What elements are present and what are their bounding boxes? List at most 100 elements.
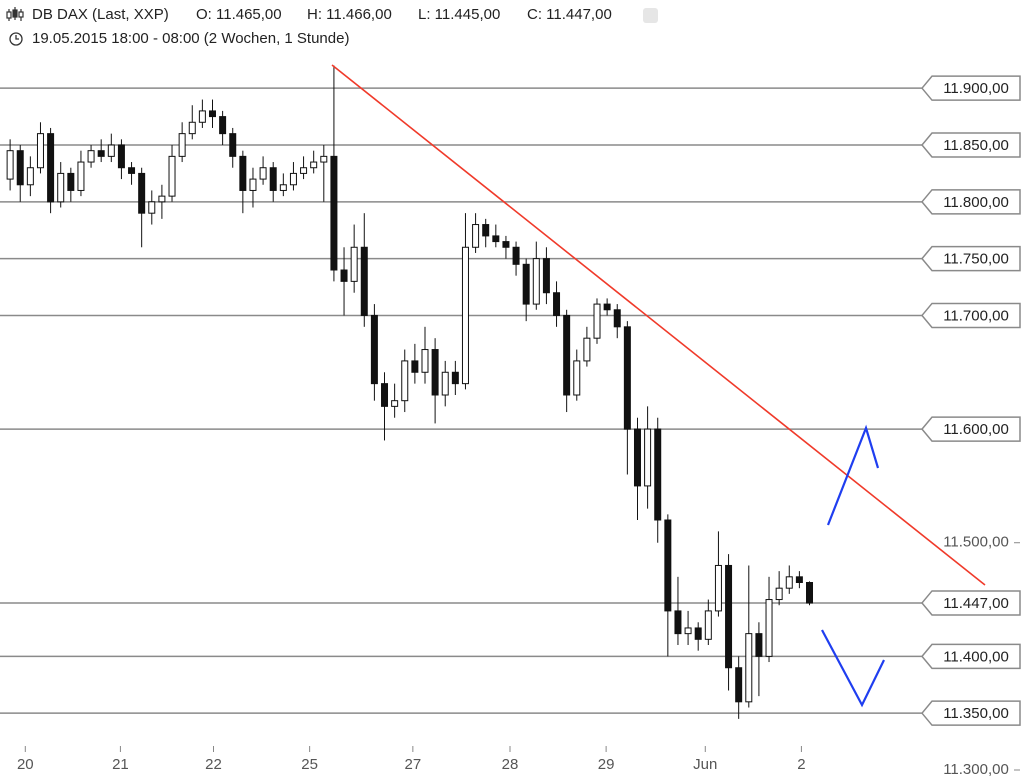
candle-body — [603, 303, 611, 311]
candle-body — [472, 224, 480, 248]
candle-body — [259, 167, 267, 180]
candle-body — [229, 133, 237, 157]
level-label: 11.800,00 — [943, 194, 1009, 211]
candle-body — [168, 155, 176, 197]
candle-body — [300, 167, 308, 174]
candle-body — [583, 337, 591, 362]
chart-title: DB DAX (Last, XXP) — [32, 6, 169, 23]
candle-body — [269, 167, 277, 191]
candle-body — [16, 150, 24, 186]
candle-body — [340, 269, 348, 282]
level-box — [921, 302, 1021, 329]
candle-body — [198, 110, 206, 123]
candle-body — [117, 144, 125, 169]
level-box — [921, 643, 1021, 670]
candle-body — [97, 150, 105, 157]
candle-body — [350, 246, 358, 282]
level-label: 11.350,00 — [943, 705, 1009, 722]
down-arrow — [821, 629, 885, 708]
level-label: 11.447,00 — [943, 595, 1009, 612]
candle-body — [57, 172, 65, 203]
candle-body — [289, 172, 297, 186]
x-tick-label: 2 — [797, 756, 805, 773]
x-tick-label: 21 — [112, 756, 129, 773]
candle-body — [704, 610, 712, 640]
candle-body — [664, 519, 672, 612]
candle-body — [573, 360, 581, 396]
ohlc-low: L: 11.445,00 — [418, 6, 500, 23]
candle-body — [553, 292, 561, 316]
candle-body — [623, 326, 631, 430]
candle-body — [158, 195, 166, 203]
candle-body — [613, 309, 621, 328]
candle-body — [542, 258, 550, 294]
candle-body — [775, 587, 783, 601]
candle-body — [735, 667, 743, 703]
level-box — [921, 75, 1021, 101]
level-label: 11.700,00 — [943, 307, 1009, 324]
candle-body — [714, 564, 722, 612]
candle-body — [785, 576, 793, 589]
candle-body — [310, 161, 318, 169]
level-box — [921, 245, 1021, 272]
candle-body — [138, 172, 146, 214]
candle-body — [492, 235, 500, 243]
candle-body — [178, 133, 186, 157]
settings-icon[interactable] — [643, 8, 658, 23]
x-tick-label: 22 — [205, 756, 222, 773]
candle-body — [512, 246, 520, 265]
candle-body — [532, 258, 540, 305]
level-box — [921, 416, 1021, 442]
candle-body — [725, 564, 733, 669]
candle-body — [107, 144, 115, 157]
level-label: 11.900,00 — [943, 80, 1009, 97]
candle-body — [684, 627, 692, 635]
chart-subtitle: 19.05.2015 18:00 - 08:00 (2 Wochen, 1 St… — [32, 30, 349, 47]
up-arrow — [826, 424, 880, 526]
candle-body — [330, 155, 338, 271]
candle-body — [36, 133, 44, 169]
candle-body — [188, 121, 196, 135]
candle-body — [522, 263, 530, 305]
candle-body — [795, 576, 803, 583]
candle-body — [674, 610, 682, 635]
level-label: 11.750,00 — [943, 251, 1009, 268]
candle-body — [654, 428, 662, 521]
candle-body — [755, 633, 763, 657]
level-box — [921, 700, 1021, 726]
level-label: 11.600,00 — [943, 421, 1009, 438]
candle-body — [320, 155, 328, 163]
candle-body — [451, 371, 459, 385]
x-tick-label: Jun — [693, 756, 717, 773]
candle-body — [67, 172, 75, 191]
ohlc-open: O: 11.465,00 — [196, 6, 282, 23]
candle-body — [87, 150, 95, 163]
candle-body — [461, 246, 469, 385]
candle-body — [431, 349, 439, 396]
candle-body — [502, 241, 510, 248]
candle-body — [391, 400, 399, 407]
candle-body — [633, 428, 641, 487]
candle-body — [128, 167, 136, 174]
candle-body — [148, 201, 156, 214]
candle-body — [47, 133, 55, 203]
x-tick-label: 20 — [17, 756, 34, 773]
clock-hands — [15, 35, 19, 40]
candle-body — [694, 627, 702, 640]
x-tick-label: 28 — [502, 756, 519, 773]
candle-body — [208, 110, 216, 118]
candle-body — [6, 150, 14, 180]
candle-body — [26, 167, 34, 186]
candle-body — [745, 633, 753, 703]
candle-body — [421, 349, 429, 373]
candle-body — [593, 303, 601, 339]
level-label: 11.400,00 — [943, 648, 1009, 665]
candle-body — [401, 360, 409, 402]
ohlc-high: H: 11.466,00 — [307, 6, 392, 23]
y-tick-label: 11.300,00 — [943, 761, 1009, 778]
ohlc-close: C: 11.447,00 — [527, 6, 612, 23]
level-box — [921, 132, 1021, 158]
candle-body — [77, 161, 85, 191]
